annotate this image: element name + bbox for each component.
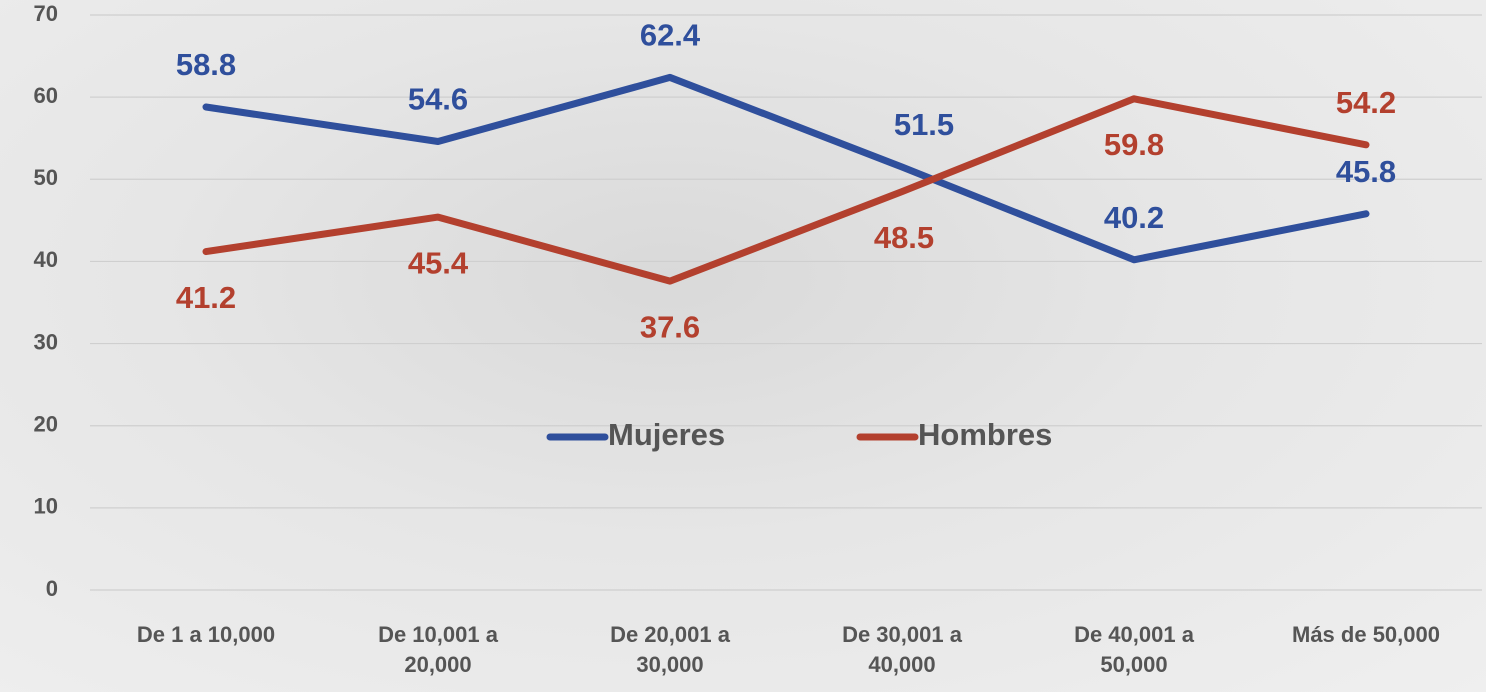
data-label: 45.4 [408, 245, 469, 280]
y-tick-label: 40 [34, 247, 58, 272]
data-label: 40.2 [1104, 200, 1164, 235]
data-label: 54.2 [1336, 85, 1396, 120]
x-tick-label: De 40,001 a 50,000 [1074, 622, 1194, 677]
y-tick-label: 60 [34, 83, 58, 108]
data-label: 41.2 [176, 280, 236, 315]
data-label: 58.8 [176, 47, 236, 82]
data-label: 62.4 [640, 18, 701, 53]
legend-label: Hombres [918, 417, 1052, 452]
x-tick-label: De 30,001 a 40,000 [842, 622, 962, 677]
y-tick-label: 30 [34, 329, 58, 354]
data-label: 59.8 [1104, 127, 1164, 162]
x-tick-label: De 20,001 a 30,000 [610, 622, 730, 677]
y-tick-label: 50 [34, 165, 58, 190]
data-label: 48.5 [874, 220, 934, 255]
data-label: 54.6 [408, 82, 468, 117]
line-series [202, 73, 1370, 264]
legend-label: Mujeres [608, 417, 725, 452]
data-label: 45.8 [1336, 154, 1396, 189]
y-tick-label: 0 [46, 576, 58, 601]
x-tick-label: Más de 50,000 [1292, 622, 1440, 647]
y-tick-label: 20 [34, 412, 58, 437]
y-tick-label: 70 [34, 1, 58, 26]
y-tick-label: 10 [34, 494, 58, 519]
x-tick-label: De 1 a 10,000 [136, 622, 276, 647]
x-tick-label: De 10,001 a 20,000 [378, 622, 498, 677]
line-series [202, 95, 1370, 285]
data-label: 51.5 [894, 107, 954, 142]
data-label: 37.6 [640, 309, 700, 344]
